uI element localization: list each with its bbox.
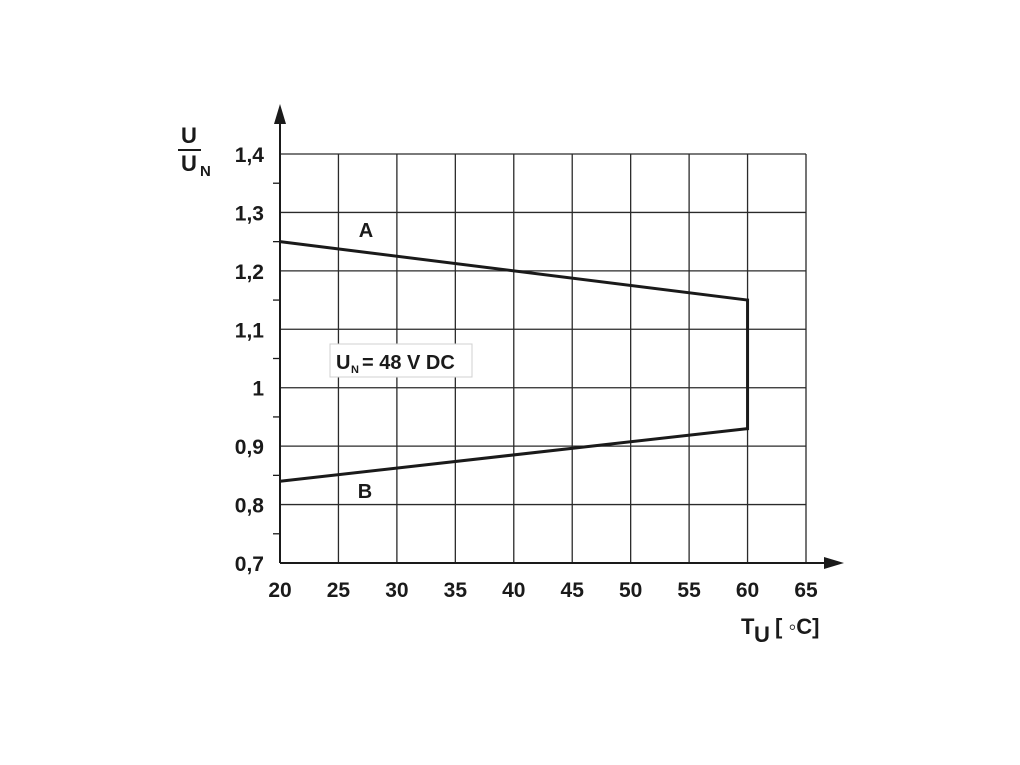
y-tick-label: 1,1 — [235, 319, 265, 342]
series-label-b: B — [358, 481, 372, 503]
y-label-denominator-sub: N — [200, 163, 211, 180]
y-tick-label: 0,7 — [235, 553, 264, 576]
y-axis-arrow — [274, 104, 286, 124]
y-label-numerator: U — [181, 123, 197, 148]
series-label-a: A — [359, 220, 373, 242]
y-label-denominator: U — [181, 151, 197, 176]
axes — [274, 104, 844, 569]
grid — [280, 153, 807, 563]
series-lines — [279, 240, 750, 483]
series-line-b — [279, 427, 748, 483]
x-label-sub: U — [754, 622, 770, 647]
x-tick-label: 25 — [327, 579, 351, 602]
x-tick-label: 30 — [385, 579, 408, 602]
minor-ticks — [273, 182, 280, 535]
x-tick-label: 45 — [561, 579, 585, 602]
y-tick-labels: 0,7 0,8 0,9 1 1,1 1,2 1,3 1,4 — [235, 144, 265, 576]
y-tick-label: 0,9 — [235, 436, 264, 459]
x-label-unit: [ ◦C] — [775, 614, 819, 639]
annotation-prefix: U — [336, 352, 350, 374]
x-axis-label: T U [ ◦C] — [741, 614, 819, 647]
x-tick-label: 55 — [677, 579, 701, 602]
series-line-a — [279, 240, 748, 302]
x-tick-label: 60 — [736, 579, 759, 602]
x-tick-label: 50 — [619, 579, 642, 602]
x-tick-label: 20 — [268, 579, 291, 602]
y-tick-label: 0,8 — [235, 495, 265, 518]
annotation-text: = 48 V DC — [362, 352, 455, 374]
x-axis-arrow — [824, 557, 844, 569]
y-tick-label: 1 — [252, 378, 264, 401]
y-tick-label: 1,2 — [235, 261, 264, 284]
annotation-sub: N — [351, 364, 359, 376]
y-tick-label: 1,4 — [235, 144, 265, 167]
x-tick-label: 65 — [794, 579, 818, 602]
x-tick-labels: 20 25 30 35 40 45 50 55 60 65 — [268, 579, 818, 602]
y-tick-label: 1,3 — [235, 202, 264, 225]
y-axis-label: U U N — [178, 123, 211, 180]
x-tick-label: 35 — [444, 579, 468, 602]
x-tick-label: 40 — [502, 579, 525, 602]
annotation-box: U N = 48 V DC — [329, 343, 473, 378]
x-label-main: T — [741, 614, 755, 639]
